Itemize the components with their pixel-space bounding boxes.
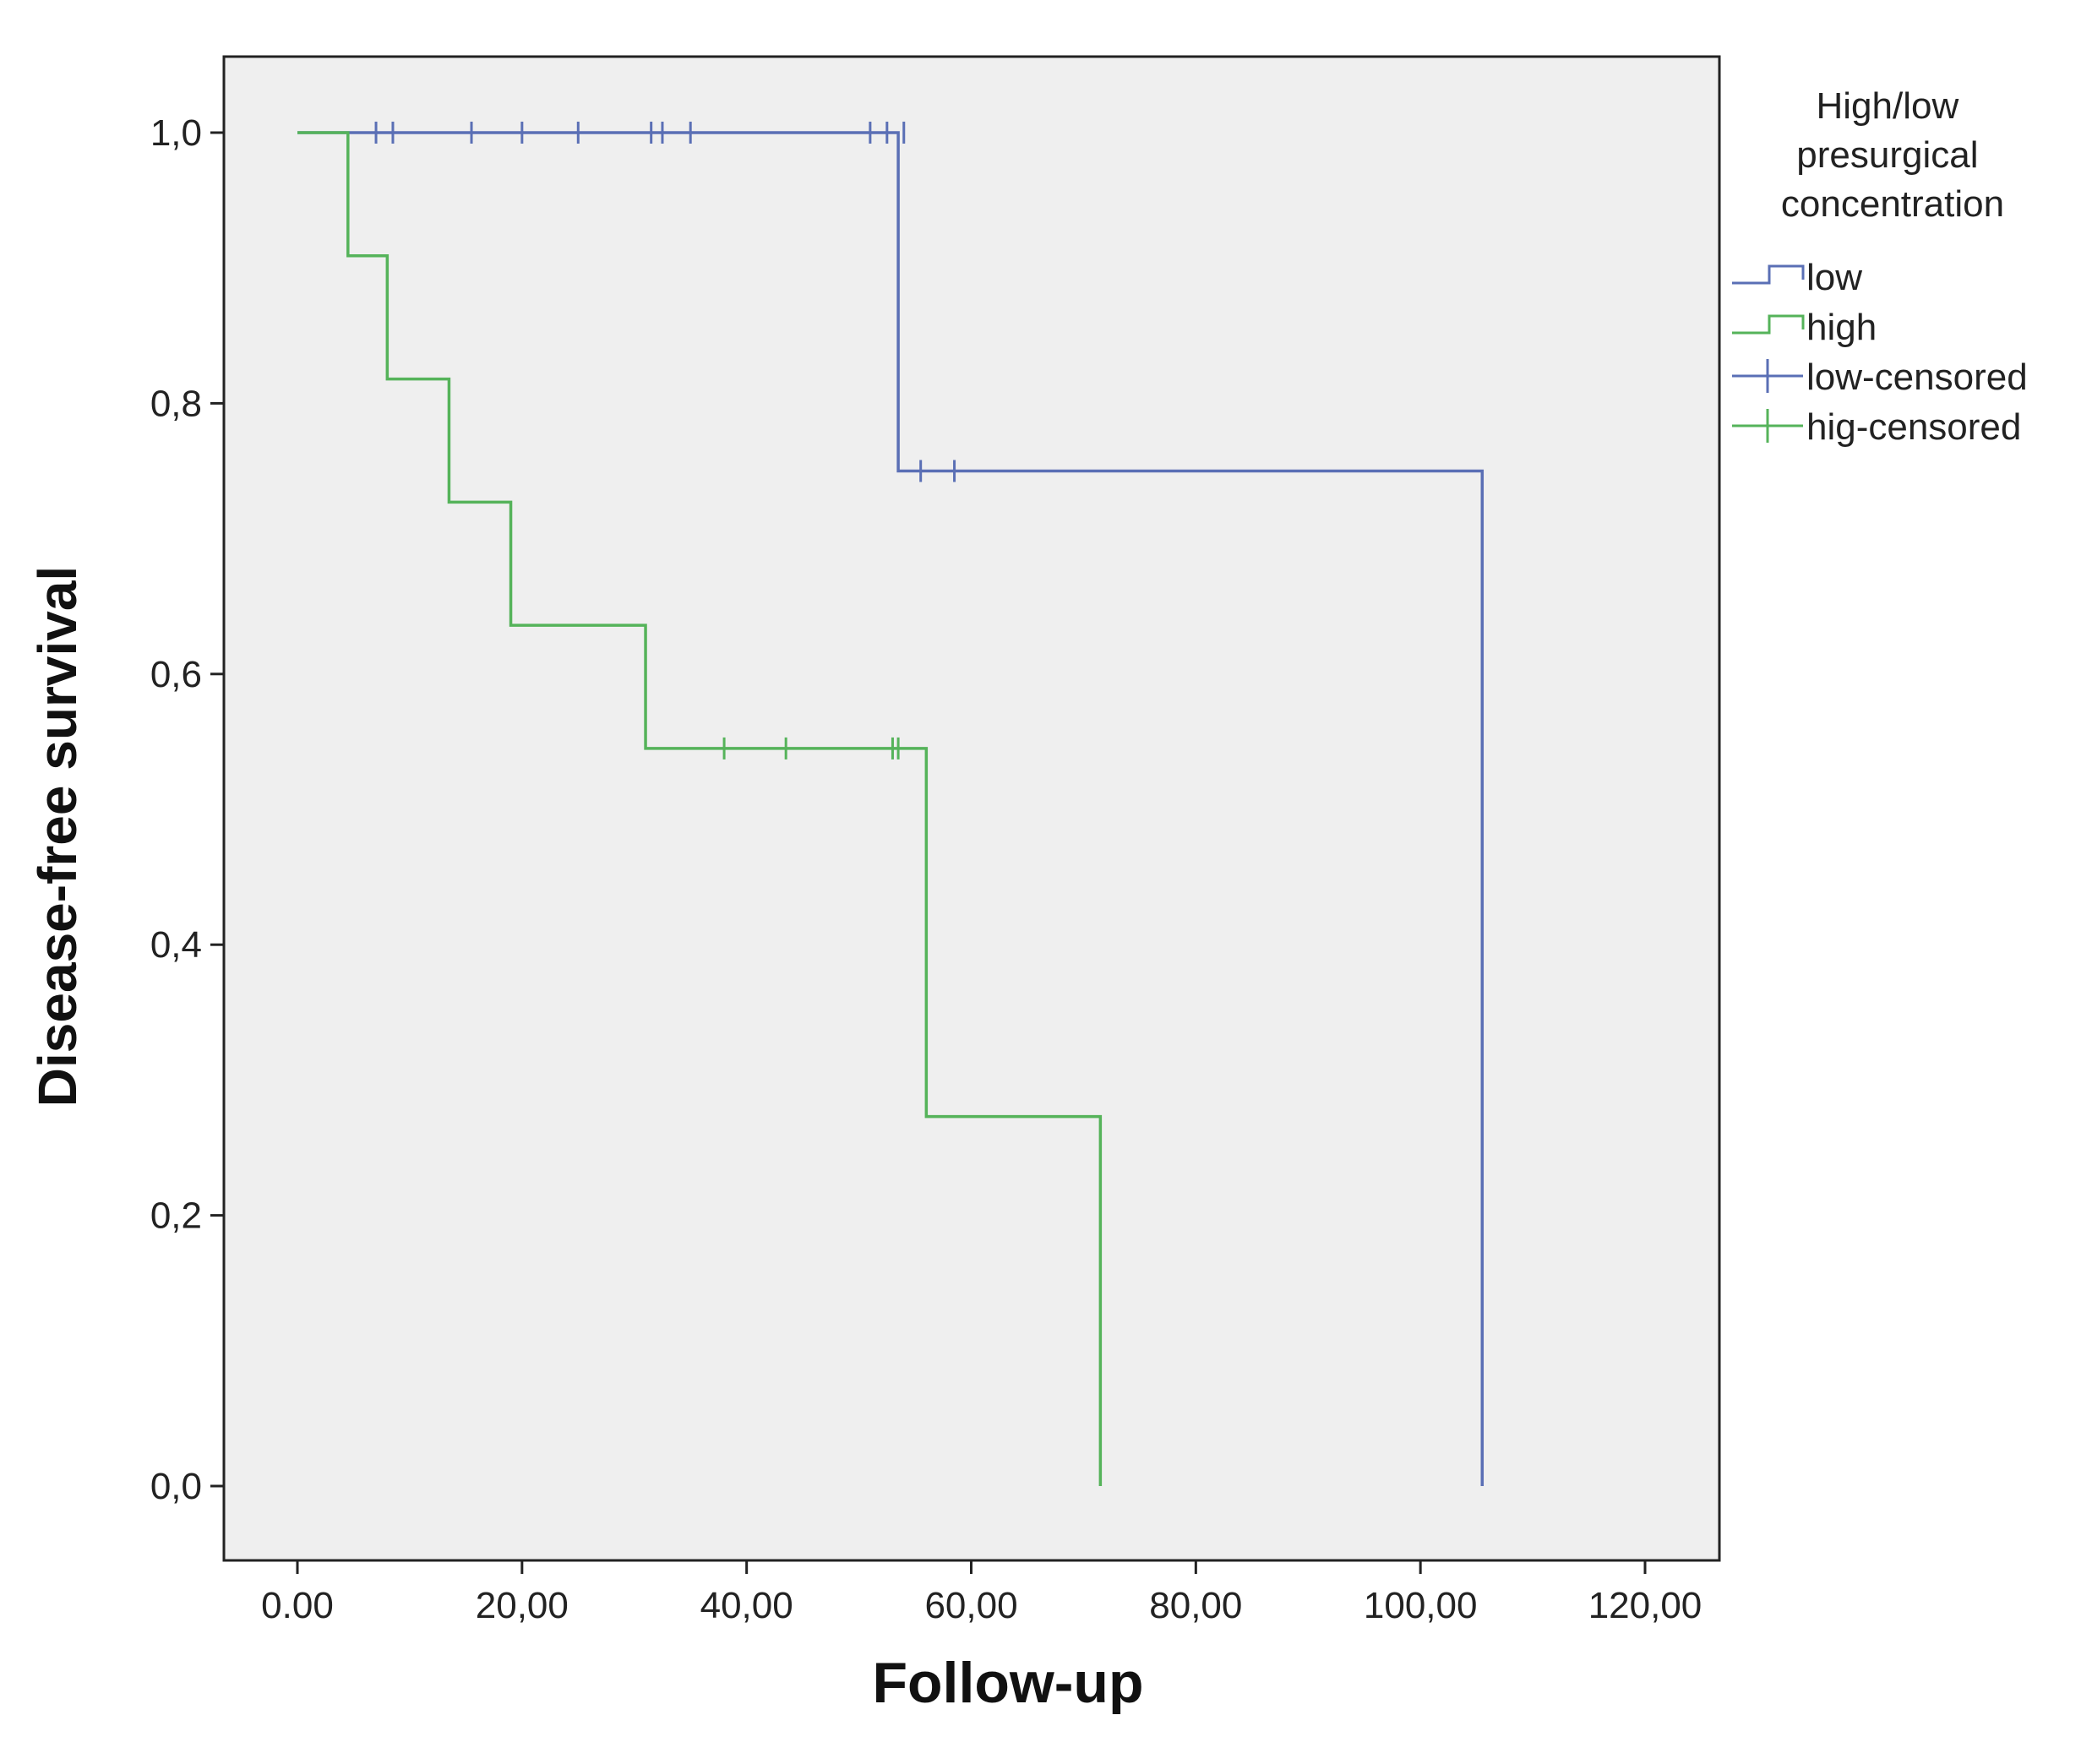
legend-label: hig-censored	[1806, 406, 2021, 448]
legend-item-low: low	[1732, 257, 1862, 298]
survival-curves	[297, 122, 1485, 1486]
legend-title-line-2: presurgical	[1796, 134, 1978, 176]
y-tick-label: 0,6	[150, 654, 202, 695]
legend-title-line-3: concentration	[1781, 183, 2004, 225]
y-tick-label: 0,2	[150, 1195, 202, 1237]
legend-label: low-censored	[1806, 357, 2028, 398]
x-axis: 0.00 20,00 40,00 60,00 80,00 100,00 120,00	[261, 1560, 1702, 1626]
y-tick-label: 0,0	[150, 1466, 202, 1507]
legend-entries: low high low-censored hig-censored	[1732, 257, 2028, 448]
legend-item-high: high	[1732, 307, 1877, 348]
legend-step-swatch	[1732, 264, 1805, 285]
y-tick-label: 0,8	[150, 383, 202, 424]
survival-curve-low	[297, 131, 1485, 1486]
legend-title-line-1: High/low	[1817, 85, 1959, 127]
x-tick-label: 100,00	[1364, 1585, 1478, 1626]
y-axis-title: Disease-free survival	[27, 566, 88, 1107]
x-axis-title: Follow-up	[872, 1651, 1143, 1715]
x-tick-label: 60,00	[924, 1585, 1017, 1626]
y-tick-label: 1,0	[150, 112, 202, 154]
y-tick-label: 0,4	[150, 924, 202, 966]
legend-label: high	[1806, 307, 1877, 348]
x-tick-label: 40,00	[700, 1585, 793, 1626]
x-tick-label: 20,00	[476, 1585, 569, 1626]
y-axis: 0,0 0,2 0,4 0,6 0,8 1,0	[150, 112, 224, 1507]
legend-label: low	[1806, 257, 1862, 298]
plot-area	[222, 55, 1721, 1562]
x-tick-label: 0.00	[261, 1585, 334, 1626]
survival-curve-high	[297, 131, 1103, 1486]
legend: High/low presurgical concentration low hi…	[1732, 85, 2028, 448]
legend-step-swatch	[1732, 314, 1805, 335]
legend-item-low-censored: low-censored	[1732, 357, 2028, 398]
legend-item-hig-censored: hig-censored	[1732, 406, 2021, 448]
legend-title: High/low presurgical concentration	[1781, 85, 2004, 225]
x-tick-label: 80,00	[1149, 1585, 1242, 1626]
x-tick-label: 120,00	[1588, 1585, 1702, 1626]
